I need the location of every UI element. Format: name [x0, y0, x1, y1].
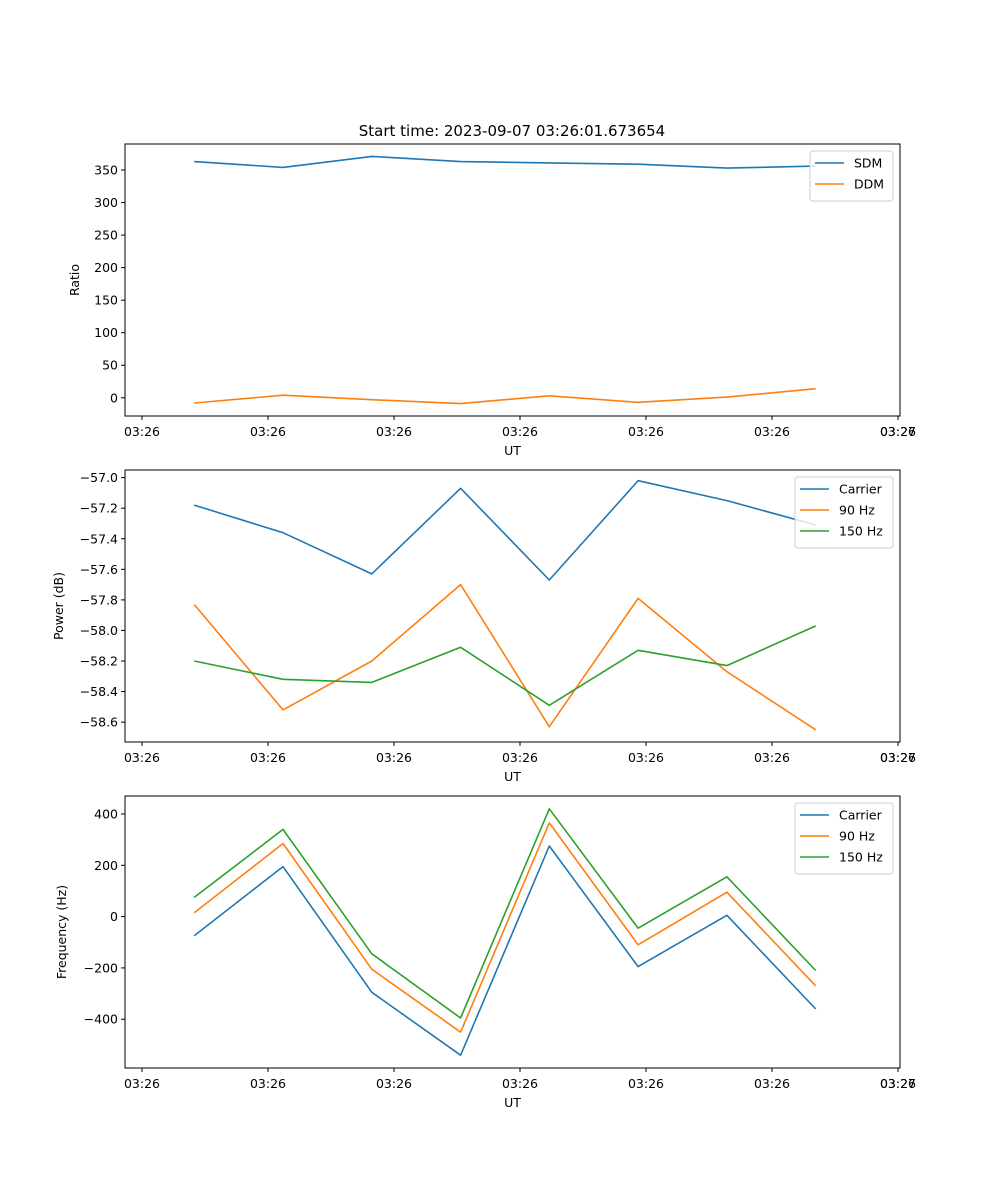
y-tick-label: 400: [94, 806, 118, 821]
y-tick-label: 0: [110, 909, 118, 924]
x-tick-label: 03:26: [754, 424, 790, 439]
x-tick-label: 03:26: [502, 1076, 538, 1091]
legend: Carrier 90 Hz 150 Hz: [794, 802, 894, 875]
power-panel: −57.0 −57.2 −57.4 −57.6 −57.8 −58.0 −58.2 −58.4…: [51, 469, 916, 784]
x-tick-label: 03:26: [376, 750, 412, 765]
y-axis-label: Power (dB): [51, 572, 66, 640]
x-tick-label: 03:26: [502, 750, 538, 765]
series-line-ddm: [194, 387, 816, 405]
legend-label: 90 Hz: [839, 829, 875, 844]
x-axis-label: UT: [504, 1095, 521, 1110]
legend-label: SDM: [854, 156, 882, 171]
x-tick-label: 03:26: [250, 1076, 286, 1091]
y-tick-label: −200: [84, 960, 118, 975]
y-tick-label: 50: [102, 358, 118, 373]
y-axis-label: Frequency (Hz): [54, 885, 69, 979]
y-tick-label: 0: [110, 390, 118, 405]
series-line-150-hz: [194, 625, 817, 707]
y-tick-label: −400: [84, 1012, 118, 1027]
legend-label: 90 Hz: [839, 503, 875, 518]
y-tick-label: 200: [94, 260, 118, 275]
y-tick-label: −57.4: [80, 531, 118, 546]
x-tick-label: 03:27: [880, 424, 916, 439]
axes-frame: [124, 143, 901, 417]
legend-label: Carrier: [839, 808, 883, 823]
x-tick-label: 03:26: [376, 1076, 412, 1091]
y-tick-label: −58.0: [80, 623, 118, 638]
series-line-150-hz: [193, 807, 817, 1019]
ratio-panel: Start time: 2023-09-07 03:26:01.673654 0…: [67, 122, 916, 458]
y-tick-label: 100: [94, 325, 118, 340]
y-tick-label: 150: [94, 293, 118, 308]
y-tick-label: −57.0: [80, 470, 118, 485]
series-lines: [194, 155, 816, 405]
legend-label: DDM: [854, 177, 884, 192]
series-line-90-hz: [193, 583, 817, 731]
y-tick-label: 350: [94, 163, 118, 178]
x-tick-label: 03:26: [124, 424, 160, 439]
y-tick-label: −57.6: [80, 562, 118, 577]
x-tick-label: 03:26: [250, 750, 286, 765]
y-axis-ticks: 400 200 0 −200 −400: [84, 806, 125, 1027]
x-tick-label: 03:26: [754, 1076, 790, 1091]
x-tick-label: 03:26: [502, 424, 538, 439]
x-tick-label: 03:26: [628, 424, 664, 439]
x-axis-label: UT: [504, 443, 521, 458]
y-axis-label: Ratio: [67, 264, 82, 296]
x-tick-label: 03:27: [880, 1076, 916, 1091]
x-axis-label: UT: [504, 769, 521, 784]
series-line-carrier: [193, 845, 817, 1056]
series-line-sdm: [194, 155, 816, 169]
x-tick-label: 03:27: [880, 750, 916, 765]
axes-frame: [124, 469, 901, 743]
y-tick-label: −57.2: [80, 501, 118, 516]
x-tick-label: 03:26: [376, 424, 412, 439]
y-tick-label: 250: [94, 228, 118, 243]
y-tick-label: −57.8: [80, 592, 118, 607]
chart-title: Start time: 2023-09-07 03:26:01.673654: [359, 122, 665, 140]
legend-label: 150 Hz: [839, 524, 883, 539]
x-tick-label: 03:26: [880, 750, 916, 765]
legend-label: Carrier: [839, 482, 883, 497]
y-tick-label: −58.6: [80, 715, 118, 730]
x-tick-label: 03:26: [628, 750, 664, 765]
series-line-carrier: [193, 479, 816, 581]
x-tick-label: 03:26: [880, 424, 916, 439]
x-tick-label: 03:26: [754, 750, 790, 765]
y-tick-label: 300: [94, 195, 118, 210]
y-axis-ticks: 0 50 100 150 200 250 300 350: [94, 163, 125, 405]
y-axis-ticks: −57.0 −57.2 −57.4 −57.6 −57.8 −58.0 −58.2 −58.4…: [80, 470, 125, 730]
x-tick-label: 03:26: [124, 750, 160, 765]
series-lines: [193, 479, 817, 731]
y-tick-label: −58.2: [80, 654, 118, 669]
legend: SDM DDM: [809, 150, 894, 202]
series-lines: [193, 807, 817, 1056]
x-tick-label: 03:26: [628, 1076, 664, 1091]
series-line-90-hz: [193, 822, 817, 1033]
legend-label: 150 Hz: [839, 850, 883, 865]
legend: Carrier 90 Hz 150 Hz: [794, 476, 894, 549]
y-tick-label: 200: [94, 858, 118, 873]
x-tick-label: 03:26: [880, 1076, 916, 1091]
y-tick-label: −58.4: [80, 684, 118, 699]
x-tick-label: 03:26: [250, 424, 286, 439]
x-tick-label: 03:26: [124, 1076, 160, 1091]
axes-frame: [124, 795, 901, 1069]
